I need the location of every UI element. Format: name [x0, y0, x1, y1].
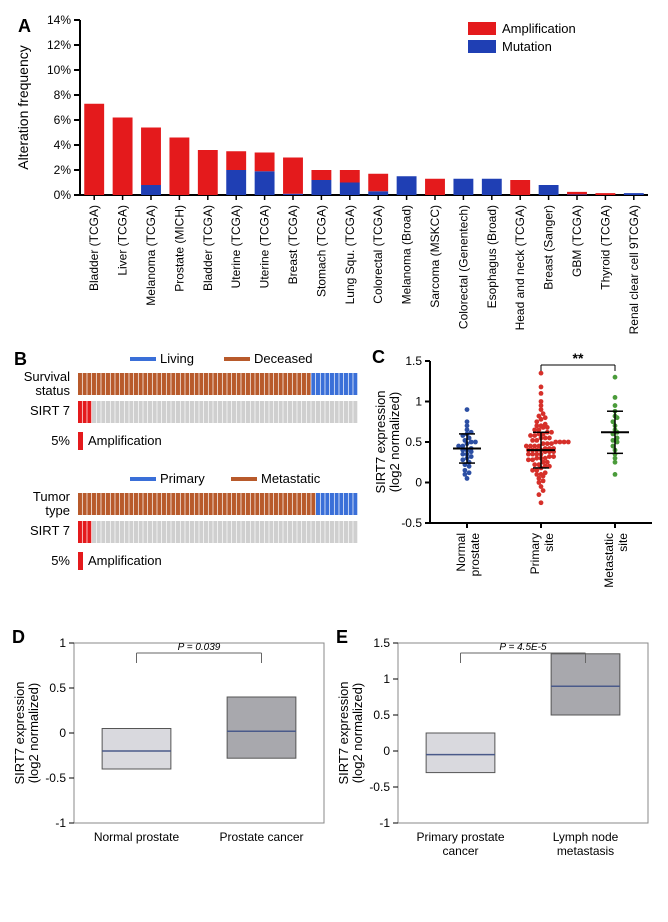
svg-text:(log2 normalized): (log2 normalized): [350, 683, 365, 783]
svg-text:B: B: [14, 349, 27, 369]
svg-text:SIRT 7: SIRT 7: [30, 403, 70, 418]
svg-text:SIRT7 expression: SIRT7 expression: [12, 681, 27, 784]
svg-text:Mutation: Mutation: [502, 39, 552, 54]
svg-text:14%: 14%: [47, 13, 71, 27]
svg-text:Colorectal (Genentech): Colorectal (Genentech): [456, 205, 470, 329]
svg-text:SIRT7 expression: SIRT7 expression: [373, 390, 388, 493]
svg-text:SIRT7 expression: SIRT7 expression: [336, 681, 351, 784]
svg-text:P = 4.5E-5: P = 4.5E-5: [499, 642, 547, 653]
panel-a-svg: A 0% 2% 4% 6% 8% 10% 12% 14% Alteration frequency…: [10, 10, 658, 340]
svg-text:status: status: [35, 383, 70, 398]
svg-text:Renal clear cell 9TCGA): Renal clear cell 9TCGA): [627, 205, 641, 334]
svg-text:Bladder (TCGA): Bladder (TCGA): [87, 205, 101, 291]
svg-text:0: 0: [383, 744, 390, 758]
svg-text:Lung Squ. (TCGA): Lung Squ. (TCGA): [343, 205, 357, 304]
svg-text:1: 1: [59, 636, 66, 650]
svg-text:**: **: [573, 350, 584, 366]
svg-text:10%: 10%: [47, 63, 71, 77]
svg-text:Sarcoma (MSKCC): Sarcoma (MSKCC): [428, 205, 442, 308]
svg-text:Primary: Primary: [528, 533, 542, 574]
svg-text:Normal prostate: Normal prostate: [94, 830, 180, 844]
svg-text:Deceased: Deceased: [254, 351, 313, 366]
svg-text:GBM (TCGA): GBM (TCGA): [570, 205, 584, 277]
svg-text:-0.5: -0.5: [401, 516, 422, 530]
svg-text:(log2 normalized): (log2 normalized): [26, 683, 41, 783]
svg-text:Amplification: Amplification: [88, 553, 162, 568]
svg-text:prostate: prostate: [468, 533, 482, 577]
svg-text:Primary prostate: Primary prostate: [416, 830, 504, 844]
svg-text:Breast (Sanger): Breast (Sanger): [542, 205, 556, 290]
svg-text:P = 0.039: P = 0.039: [178, 642, 221, 653]
svg-text:Metastatic: Metastatic: [602, 533, 616, 588]
svg-text:12%: 12%: [47, 38, 71, 52]
svg-text:0: 0: [415, 476, 422, 490]
svg-text:6%: 6%: [54, 113, 72, 127]
svg-text:C: C: [372, 347, 385, 367]
svg-text:Bladder (TCGA): Bladder (TCGA): [201, 205, 215, 291]
svg-text:site: site: [616, 533, 630, 552]
svg-text:Metastatic: Metastatic: [261, 471, 321, 486]
panel-e-svg: E -1 -0.5 0 0.5 1 1.5 SIRT7 expression(log2 nor…: [334, 623, 658, 883]
panel-c-svg: C -0.5 0 0.5 1 1.5 SIRT7 expression(log2 norma…: [370, 345, 658, 615]
svg-text:-0.5: -0.5: [369, 780, 390, 794]
svg-text:Primary: Primary: [160, 471, 205, 486]
svg-text:Prostate (MICH): Prostate (MICH): [172, 205, 186, 292]
svg-text:Melanoma (Broad): Melanoma (Broad): [400, 205, 414, 304]
svg-text:Colorectal (TCGA): Colorectal (TCGA): [371, 205, 385, 304]
svg-text:0.5: 0.5: [405, 435, 422, 449]
svg-text:5%: 5%: [51, 553, 70, 568]
svg-text:-1: -1: [379, 816, 390, 830]
svg-text:type: type: [45, 503, 70, 518]
svg-text:Liver (TCGA): Liver (TCGA): [116, 205, 130, 276]
svg-text:0.5: 0.5: [373, 708, 390, 722]
svg-text:Tumor: Tumor: [33, 489, 71, 504]
svg-text:E: E: [336, 627, 348, 647]
svg-text:Head and neck (TCGA): Head and neck (TCGA): [513, 205, 527, 330]
figure-root: A 0% 2% 4% 6% 8% 10% 12% 14% Alteration frequency…: [0, 0, 668, 893]
svg-text:4%: 4%: [54, 138, 72, 152]
svg-text:Normal: Normal: [454, 533, 468, 572]
svg-text:Lymph node: Lymph node: [553, 830, 619, 844]
svg-text:5%: 5%: [51, 433, 70, 448]
svg-text:1: 1: [383, 672, 390, 686]
svg-text:Living: Living: [160, 351, 194, 366]
panel-b-svg: B Living Deceased Survivalstatus SIRT 7 5% Amp…: [10, 345, 370, 605]
svg-text:0: 0: [59, 726, 66, 740]
svg-text:metastasis: metastasis: [557, 844, 614, 858]
svg-text:1.5: 1.5: [373, 636, 390, 650]
svg-text:Survival: Survival: [24, 369, 70, 384]
svg-text:8%: 8%: [54, 88, 72, 102]
svg-text:Thyroid (TCGA): Thyroid (TCGA): [598, 205, 612, 290]
svg-text:2%: 2%: [54, 163, 72, 177]
svg-text:-1: -1: [55, 816, 66, 830]
svg-text:Amplification: Amplification: [88, 433, 162, 448]
svg-text:A: A: [18, 16, 31, 36]
svg-text:-0.5: -0.5: [45, 771, 66, 785]
svg-text:Esophagus (Broad): Esophagus (Broad): [485, 205, 499, 308]
svg-text:cancer: cancer: [442, 844, 478, 858]
svg-text:site: site: [542, 533, 556, 552]
svg-text:Amplification: Amplification: [502, 21, 576, 36]
svg-text:1.5: 1.5: [405, 354, 422, 368]
svg-text:Breast (TCGA): Breast (TCGA): [286, 205, 300, 284]
svg-text:Alteration frequency: Alteration frequency: [15, 45, 31, 170]
svg-text:Prostate cancer: Prostate cancer: [219, 830, 303, 844]
svg-text:0.5: 0.5: [49, 681, 66, 695]
svg-text:0%: 0%: [54, 188, 72, 202]
svg-text:Melanoma (TCGA): Melanoma (TCGA): [144, 205, 158, 306]
svg-text:(log2 normalized): (log2 normalized): [387, 392, 402, 492]
svg-text:Uterine (TCGA): Uterine (TCGA): [258, 205, 272, 288]
svg-text:Uterine (TCGA): Uterine (TCGA): [229, 205, 243, 288]
svg-text:SIRT 7: SIRT 7: [30, 523, 70, 538]
panel-d-svg: D -1 -0.5 0 0.5 1 SIRT7 expression(log2 normal…: [10, 623, 334, 883]
svg-text:Stomach (TCGA): Stomach (TCGA): [314, 205, 328, 297]
svg-text:1: 1: [415, 395, 422, 409]
svg-text:D: D: [12, 627, 25, 647]
